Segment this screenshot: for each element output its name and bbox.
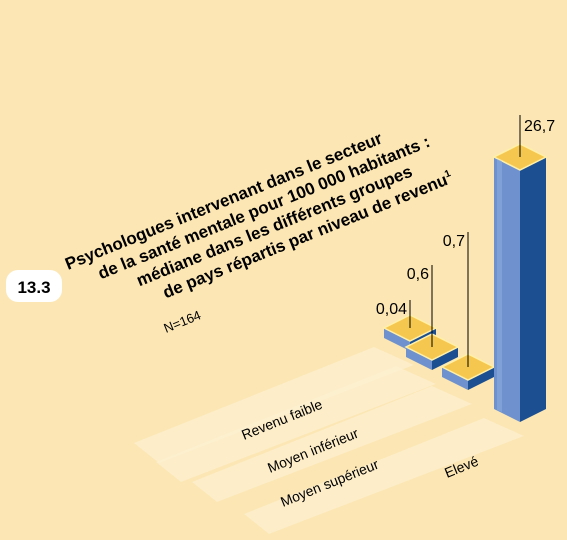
floor-stripe-3 — [192, 386, 472, 502]
bar-highlight — [497, 159, 502, 412]
subtitle-text: N=164 — [162, 307, 203, 335]
value-labels: 0,04 0,6 0,7 26,7 — [376, 118, 555, 318]
bar-4 — [492, 143, 548, 422]
svg-text:Psychologues intervenant dans: Psychologues intervenant dans le secteur… — [62, 110, 455, 333]
bars — [382, 143, 548, 422]
value-label-2: 0,6 — [407, 266, 429, 283]
bar-side-face — [468, 367, 494, 390]
figure-number: 13.3 — [17, 278, 50, 297]
floor-stripe-1 — [134, 347, 414, 463]
bar-front-face — [384, 328, 410, 351]
chart-subtitle: N=164 — [162, 307, 203, 335]
value-label-1: 0,04 — [376, 301, 407, 318]
value-leaders — [409, 115, 521, 367]
bar-side-face — [432, 347, 458, 370]
bar-front-face — [442, 367, 468, 390]
floor-stripe-4 — [244, 418, 524, 534]
bar-side-face — [520, 157, 546, 422]
chart-title: Psychologues intervenant dans le secteur… — [62, 110, 455, 333]
floor-stripe-2 — [156, 366, 436, 482]
badge-background — [6, 270, 62, 302]
floor-stripes — [134, 347, 524, 534]
value-label-4: 26,7 — [524, 118, 555, 135]
bar-front-face — [406, 347, 432, 370]
title-footnote: 1 — [443, 168, 453, 180]
value-label-3: 0,7 — [443, 233, 465, 250]
figure-number-badge: 13.3 — [6, 270, 62, 302]
